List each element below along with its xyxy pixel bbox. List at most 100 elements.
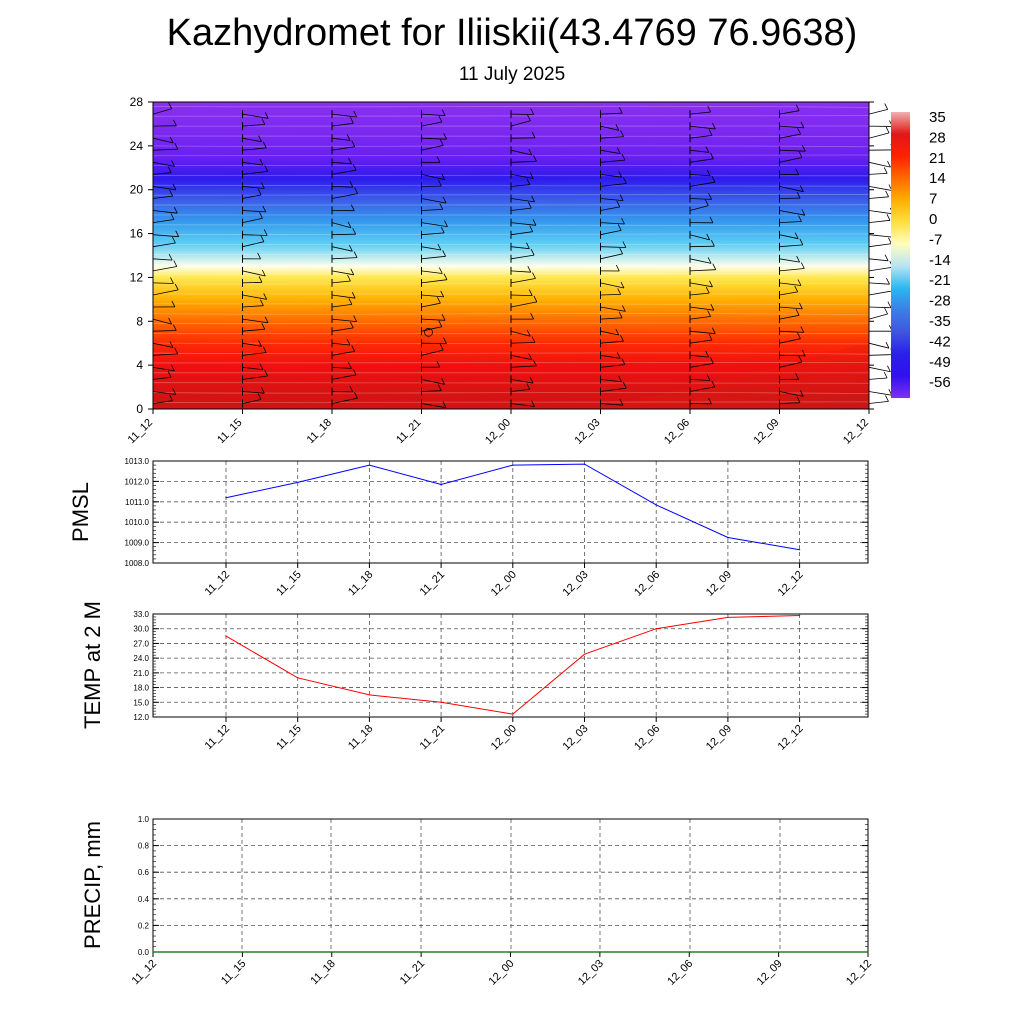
wind-barb-shaft [779,338,801,344]
data-point [509,951,512,953]
wind-barb-flag [527,201,532,209]
wind-barb-shaft [510,198,535,203]
wind-barb-shaft [600,230,622,236]
wind-barb-flag [259,158,264,166]
wind-barb-shaft [779,149,806,152]
wind-barb [689,216,714,227]
wind-barb-flag [264,316,269,323]
wind-barb-flag [885,395,889,402]
wind-barb-shaft [689,269,716,272]
wind-barb [331,134,351,143]
wind-barb-shaft [600,340,624,344]
wind-barb-flag [799,238,804,246]
wind-barb-flag [528,353,533,360]
wind-barb [779,355,803,372]
wind-barb-flag [707,310,711,317]
wind-barb [510,225,534,239]
wind-barb-flag [530,248,535,256]
heatmap-x-tick-label: 12_09 [752,417,782,447]
wind-barb-shaft [510,342,536,344]
wind-barb-shaft [689,282,713,288]
x-tick-label: 12_03 [576,958,606,988]
wind-barb [510,194,535,203]
x-tick-label: 11_21 [398,958,428,988]
wind-barb-shaft [689,316,711,320]
wind-barb [421,179,442,191]
x-tick-label: 11_15 [219,958,249,988]
wind-barb-flag [257,188,262,196]
wind-barb-flag [531,400,535,407]
wind-barb-flag [172,324,177,331]
wind-barb [510,312,534,324]
wind-barb-flag [622,382,627,389]
wind-barb-flag [620,335,624,342]
wind-barb-flag [443,337,447,344]
wind-barb-shaft [600,294,621,296]
wind-barb-flag [439,139,444,146]
wind-barb [600,288,622,299]
wind-barb-shaft [421,222,448,227]
wind-barb-flag [261,269,266,277]
wind-barb-flag [526,242,530,249]
wind-barb-flag [706,233,711,241]
wind-barb-flag [616,352,621,359]
wind-barb-shaft [868,377,888,380]
wind-barb [331,298,353,311]
wind-barb-shaft [510,184,530,187]
wind-barb-flag [795,373,799,380]
wind-barb [242,393,262,408]
wind-barb [510,131,536,143]
y-tick-label: 15.0 [133,698,149,707]
wind-barb [421,218,448,227]
wind-barb [868,301,892,311]
wind-barb [510,114,531,131]
x-tick-label: 11_12 [130,958,160,988]
wind-barb-flag [801,209,806,216]
wind-barb-flag [264,165,269,172]
wind-barb [421,290,445,299]
wind-barb [510,375,534,384]
wind-barb-shaft [779,402,801,404]
wind-barb-shaft [600,183,627,187]
wind-barb-flag [438,320,443,327]
wind-barb [689,152,714,167]
wind-barb-shaft [152,186,176,191]
wind-barb [600,217,625,227]
wind-barb-shaft [779,110,800,115]
wind-barb-shaft [331,233,356,236]
wind-barb [689,129,713,143]
y-tick-label: 0.2 [138,921,150,930]
wind-barb-shaft [868,173,888,175]
wind-barb-flag [443,273,448,280]
heatmap-x-tick-label: 11_12 [126,417,156,447]
wind-barb-shaft [779,391,804,397]
wind-barb-flag [622,305,626,312]
wind-barb-shaft [868,258,889,262]
wind-barb-flag [797,127,801,135]
x-tick-label: 11_12 [203,569,233,599]
wind-barb [421,242,442,251]
wind-barb [868,230,896,239]
wind-barb-shaft [152,234,179,238]
wind-barb-shaft [510,254,535,260]
wind-barb-flag [259,212,263,219]
wind-barb-flag [705,286,710,294]
wind-barb [510,359,537,372]
wind-barb-shaft [600,387,627,392]
wind-barb-shaft [689,339,713,344]
wind-barb-shaft [242,270,266,277]
wind-barb-flag [348,157,352,164]
wind-barb [868,158,891,168]
wind-barb [600,327,620,336]
wind-barb-shaft [242,113,269,119]
y-tick-label: 1009.0 [125,539,150,548]
wind-barb-flag [168,102,173,109]
wind-barb-shaft [600,330,619,336]
wind-barb-shaft [331,304,352,308]
data-point [440,483,442,486]
wind-barb-flag [529,172,534,179]
wind-barb-shaft [421,270,443,274]
wind-barb [600,122,620,131]
wind-barb [868,261,894,275]
wind-barb [421,250,446,263]
